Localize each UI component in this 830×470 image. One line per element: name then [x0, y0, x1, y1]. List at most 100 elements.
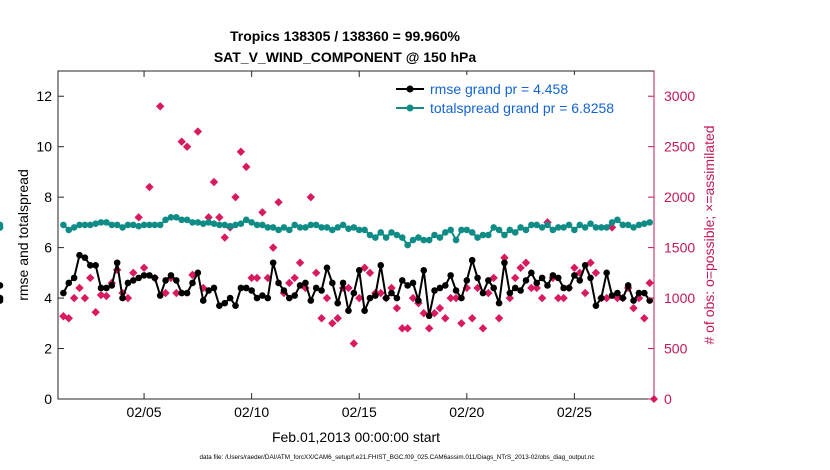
obs-assimilated-point — [311, 268, 321, 278]
obs-assimilated-point — [392, 303, 402, 313]
obs-assimilated-point — [258, 208, 267, 217]
obs-assimilated-point — [511, 273, 520, 283]
spread-point — [474, 234, 481, 241]
spread-point — [345, 225, 352, 232]
obs-assimilated-point — [403, 324, 412, 333]
rmse-point — [485, 277, 492, 284]
spread-point — [259, 221, 266, 229]
spread-point — [398, 234, 406, 241]
rmse-point — [608, 292, 616, 299]
spread-point — [291, 221, 298, 229]
obs-assimilated-point — [274, 198, 283, 207]
obs-assimilated-point — [505, 293, 515, 303]
rmse-point — [501, 259, 508, 267]
rmse-point — [641, 289, 648, 297]
rmse-point — [388, 289, 395, 297]
x-tick-label: 02/05 — [127, 404, 162, 420]
rmse-point — [517, 287, 524, 294]
y-right-tick-label: 1000 — [664, 290, 695, 306]
rmse-point — [576, 277, 584, 284]
spread-point — [436, 234, 444, 241]
spread-point — [372, 234, 379, 241]
spread-point — [253, 221, 261, 229]
spread-point — [205, 219, 212, 226]
rmse-point — [511, 284, 519, 292]
rmse-point — [162, 277, 169, 284]
rmse-point — [372, 292, 379, 299]
rmse-point — [151, 274, 159, 282]
spread-point — [554, 224, 562, 231]
spread-point — [506, 226, 514, 234]
spread-point — [339, 221, 347, 229]
rmse-point — [124, 279, 132, 287]
obs-assimilated-point — [209, 177, 219, 187]
rmse-point — [280, 287, 288, 294]
obs-assimilated-point — [295, 258, 305, 267]
obs-assimilated-point — [457, 319, 466, 328]
rmse-point — [635, 289, 643, 297]
rmse-point — [329, 279, 336, 287]
spread-point — [275, 226, 282, 234]
obs-assimilated-point — [360, 263, 369, 272]
rmse-point — [242, 284, 250, 292]
rmse-point — [393, 294, 401, 302]
rmse-point — [522, 277, 530, 284]
obs-assimilated-point — [489, 273, 498, 283]
spread-point — [463, 226, 471, 234]
legend: rmse grand pr = 4.458 totalspread grand … — [390, 75, 648, 120]
rmse-point — [458, 294, 465, 302]
rmse-point — [614, 289, 621, 297]
rmse-point — [554, 274, 562, 282]
rmse-point — [425, 312, 433, 320]
chart-title-line1: Tropics 138305 / 138360 = 99.960% — [230, 28, 461, 44]
spread-point — [135, 222, 142, 230]
rmse-point — [377, 261, 385, 269]
spread-point — [237, 220, 245, 227]
spread-point — [468, 229, 476, 236]
rmse-point — [226, 294, 234, 302]
spread-point — [0, 221, 4, 229]
obs-assimilated-point — [139, 263, 149, 272]
obs-assimilated-point — [532, 283, 541, 293]
y-left-tick-label: 12 — [36, 88, 52, 104]
y-left-tick-label: 0 — [44, 391, 52, 407]
rmse-point — [549, 272, 557, 279]
spread-point — [285, 226, 293, 234]
obs-assimilated-point — [123, 293, 133, 303]
rmse-point — [382, 294, 390, 302]
obs-assimilated-point — [640, 314, 649, 323]
obs-assimilated-point — [59, 312, 68, 321]
obs-assimilated-point — [408, 293, 418, 303]
spread-point — [619, 221, 627, 229]
spread-point — [646, 219, 653, 226]
spread-point — [312, 221, 320, 229]
obs-assimilated-point — [236, 147, 246, 156]
spread-point — [199, 220, 207, 227]
obs-assimilated-point — [64, 314, 73, 323]
obs-assimilated-point — [602, 293, 611, 303]
rmse-point — [178, 289, 186, 297]
spread-point — [388, 229, 395, 236]
rmse-point — [436, 284, 444, 292]
rmse-point — [108, 282, 116, 289]
rmse-point — [135, 274, 142, 282]
obs-assimilated-point — [446, 293, 455, 303]
rmse-point — [398, 277, 406, 284]
spread-point — [183, 216, 191, 224]
obs-assimilated-point — [570, 263, 579, 272]
rmse-point — [146, 272, 153, 279]
rmse-point — [285, 294, 293, 302]
footer-data-file: data file: /Users/raeder/DAI/ATM_forcXX/… — [199, 454, 594, 461]
rmse-point — [544, 282, 551, 289]
rmse-point — [463, 277, 471, 284]
rmse-point — [92, 261, 99, 269]
spread-point — [624, 221, 632, 229]
rmse-point — [490, 284, 498, 292]
y-axis-label-right: # of obs: o=possible; ×=assimilated — [701, 125, 717, 344]
obs-assimilated-point — [398, 324, 407, 333]
rmse-point — [113, 259, 121, 267]
obs-assimilated-point — [129, 268, 138, 278]
rmse-point — [119, 294, 126, 302]
obs-assimilated-point — [91, 308, 100, 317]
rmse-point — [345, 307, 352, 314]
